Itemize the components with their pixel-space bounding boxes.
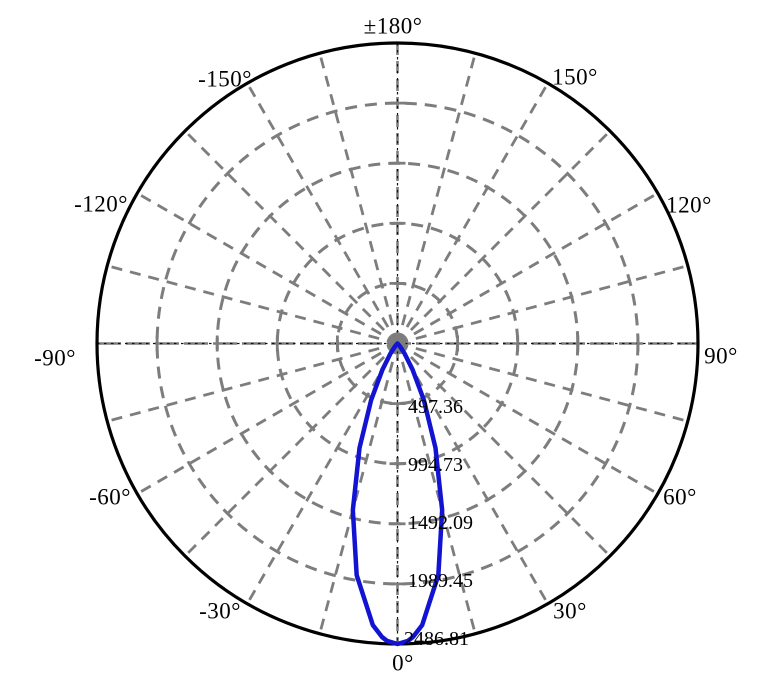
radial-tick-label: 2486.81	[404, 628, 469, 650]
angle-tick-label: 30°	[553, 598, 587, 624]
polar-grid-spoke	[184, 342, 399, 557]
polar-grid-spoke	[396, 82, 549, 345]
radial-tick-label: 497.36	[408, 396, 463, 418]
polar-grid-spoke	[396, 343, 477, 635]
angle-tick-label: -90°	[34, 345, 76, 371]
angle-tick-label: 60°	[663, 484, 697, 510]
polar-grid-spoke	[136, 342, 399, 495]
polar-grid-spoke	[396, 342, 611, 557]
polar-grid-spoke	[136, 192, 399, 345]
angle-tick-label: -150°	[198, 66, 252, 92]
angle-tick-label: -120°	[74, 191, 128, 217]
angle-tick-label: -60°	[89, 484, 131, 510]
polar-grid-spoke	[397, 342, 689, 423]
polar-grid-spoke	[396, 192, 659, 345]
radial-tick-label: 1989.45	[408, 570, 473, 592]
polar-grid-spoke	[396, 130, 611, 345]
polar-grid-spoke	[106, 264, 398, 345]
angle-tick-label: 120°	[666, 192, 712, 218]
polar-grid-spoke	[396, 342, 549, 605]
radial-tick-label: 1492.09	[408, 512, 473, 534]
polar-grid-spoke	[246, 82, 399, 345]
radial-tick-label: 994.73	[408, 454, 463, 476]
polar-grid-spoke	[318, 52, 399, 344]
angle-tick-label: ±180°	[363, 13, 423, 39]
angle-tick-label: 90°	[704, 343, 738, 369]
polar-grid-spoke	[397, 264, 689, 345]
polar-grid-spoke	[246, 342, 399, 605]
angle-tick-label: 0°	[392, 650, 414, 676]
polar-grid-spoke	[318, 343, 399, 635]
intensity-curve	[350, 341, 445, 647]
polar-grid-spoke	[396, 342, 659, 495]
angle-tick-label: 150°	[552, 64, 598, 90]
polar-grid-spoke	[106, 342, 398, 423]
polar-grid-spoke	[396, 52, 477, 344]
angle-tick-label: -30°	[199, 598, 241, 624]
polar-grid-spoke	[184, 130, 399, 345]
